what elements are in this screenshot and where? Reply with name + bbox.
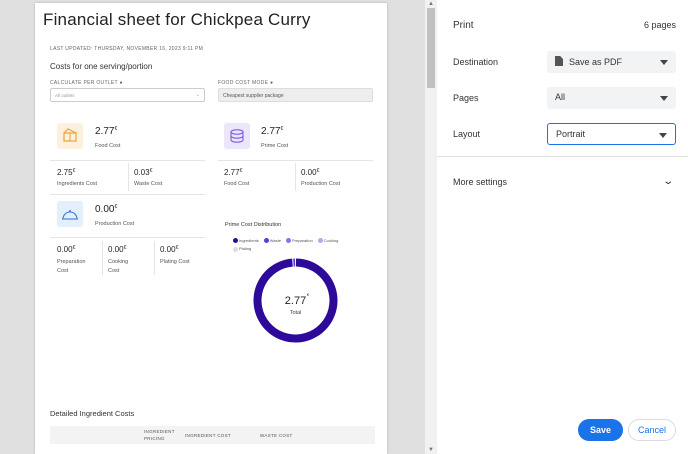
col-pricing-2: PRICING: [144, 436, 165, 441]
outlet-select[interactable]: All outlets ⌄: [50, 88, 205, 102]
col-ingredient-cost: INGREDIENT COST: [185, 433, 231, 438]
divider: [218, 160, 373, 161]
prime-food-cost-label: Food Cost: [224, 181, 250, 187]
food-cost-value: 2.77€: [95, 126, 118, 137]
chart-legend: Ingredients Waste Preparation Cooking Platin…: [233, 238, 353, 255]
legend-dot: [233, 246, 238, 252]
more-settings-toggle[interactable]: More settings: [453, 177, 508, 187]
last-updated: LAST UPDATED: THURSDAY, NOVEMBER 16, 202…: [50, 46, 204, 52]
layout-select[interactable]: Portrait: [547, 123, 676, 145]
prime-food-cost-value: 2.77€: [224, 168, 243, 177]
caret-down-icon: [659, 133, 667, 138]
chevron-down-icon[interactable]: ⌄: [661, 176, 674, 187]
info-icon: ●: [269, 80, 274, 86]
cooking-cost-label: Cooking: [108, 259, 129, 265]
legend-item-ingredients[interactable]: Ingredients: [233, 238, 259, 244]
calc-per-outlet-label: CALCULATE PER OUTLET ●: [50, 80, 123, 86]
legend-label: Waste: [269, 238, 281, 243]
food-cost-mode-field: Cheapest supplier package: [218, 88, 373, 102]
legend-dot: [285, 238, 291, 244]
prime-cost-donut-chart: 2.77 € Total: [253, 258, 338, 343]
divider: [437, 156, 688, 157]
cooking-cost-label-2: Cost: [108, 268, 120, 274]
legend-item-plating[interactable]: Plating: [233, 246, 252, 252]
prime-production-cost-label: Production Cost: [301, 181, 341, 187]
food-cost-mode-label: FOOD COST MODE ●: [218, 80, 274, 86]
legend-item-cooking[interactable]: Cooking: [317, 238, 339, 244]
prime-production-cost-value: 0.00€: [301, 168, 320, 177]
plating-cost-label: Plating Cost: [160, 259, 190, 265]
caret-down-icon: [660, 60, 668, 65]
legend-label: Preparation: [291, 238, 313, 243]
col-pricing-1: INGREDIENT: [144, 429, 175, 434]
destination-select[interactable]: Save as PDF: [547, 51, 676, 73]
divider: [50, 160, 205, 161]
section-title: Costs for one serving/portion: [50, 62, 153, 71]
scroll-up-arrow-icon[interactable]: ▲: [428, 1, 434, 7]
divider: [50, 194, 205, 195]
pages-select[interactable]: All: [547, 87, 676, 109]
detailed-costs-title: Detailed Ingredient Costs: [50, 409, 135, 418]
food-cost-label: Food Cost: [95, 143, 121, 149]
prime-cost-value: 2.77€: [261, 126, 284, 137]
legend-dot: [317, 238, 323, 244]
waste-cost-value: 0.03€: [134, 168, 153, 177]
preparation-cost-value: 0.00€: [57, 245, 76, 254]
preparation-cost-label: Preparation: [57, 259, 86, 265]
divider: [295, 163, 296, 191]
legend-dot: [233, 238, 238, 244]
legend-dot: [263, 238, 269, 244]
donut-center-unit: €: [307, 292, 310, 297]
cancel-button[interactable]: Cancel: [628, 419, 676, 441]
caret-down-icon: [660, 96, 668, 101]
preview-scrollbar[interactable]: ▲ ▼: [425, 0, 437, 454]
donut-center-label: Total: [290, 310, 302, 316]
divider: [154, 241, 155, 275]
layout-label: Layout: [453, 129, 481, 139]
col-waste-cost: WASTE COST: [260, 433, 293, 438]
legend-item-waste[interactable]: Waste: [263, 238, 281, 244]
file-icon: [555, 56, 563, 66]
legend-item-preparation[interactable]: Preparation: [285, 238, 313, 244]
divider: [102, 241, 103, 275]
sheet-title: Financial sheet for Chickpea Curry: [43, 10, 311, 29]
chevron-down-icon: ⌄: [195, 92, 200, 98]
production-cost-icon: [57, 201, 83, 227]
plating-cost-value: 0.00€: [160, 245, 179, 254]
table-header: INGREDIENT PRICING INGREDIENT COST WASTE…: [50, 426, 375, 444]
save-button[interactable]: Save: [578, 419, 623, 441]
cooking-cost-value: 0.00€: [108, 245, 127, 254]
donut-center-value: 2.77: [285, 295, 306, 307]
divider: [128, 163, 129, 191]
preview-page: Financial sheet for Chickpea Curry LAST …: [35, 3, 387, 454]
production-cost-label: Production Cost: [95, 221, 135, 227]
divider: [50, 237, 205, 238]
destination-label: Destination: [453, 57, 499, 67]
chart-title: Prime Cost Distribution: [225, 222, 282, 228]
print-title: Print: [453, 20, 474, 31]
legend-label: Ingredients: [239, 238, 259, 243]
page-count: 6 pages: [643, 20, 676, 30]
print-preview-area: Financial sheet for Chickpea Curry LAST …: [35, 3, 387, 454]
scroll-thumb[interactable]: [427, 8, 435, 88]
waste-cost-label: Waste Cost: [134, 181, 163, 187]
preparation-cost-label-2: Cost: [57, 268, 69, 274]
production-cost-value: 0.00€: [95, 204, 118, 215]
print-settings-panel: Print 6 pages Destination Save as PDF Pa…: [437, 0, 688, 454]
ingredients-cost-label: Ingredients Cost: [57, 181, 98, 187]
legend-label: Plating: [239, 246, 252, 252]
legend-label: Cooking: [323, 238, 339, 243]
info-icon: ●: [119, 80, 123, 86]
donut-slice-waste[interactable]: [293, 258, 296, 267]
prime-cost-icon: [224, 123, 250, 149]
food-cost-icon: [57, 123, 83, 149]
ingredients-cost-value: 2.75€: [57, 168, 76, 177]
scroll-down-arrow-icon[interactable]: ▼: [428, 447, 434, 453]
prime-cost-label: Prime Cost: [261, 143, 289, 149]
pages-label: Pages: [453, 93, 479, 103]
